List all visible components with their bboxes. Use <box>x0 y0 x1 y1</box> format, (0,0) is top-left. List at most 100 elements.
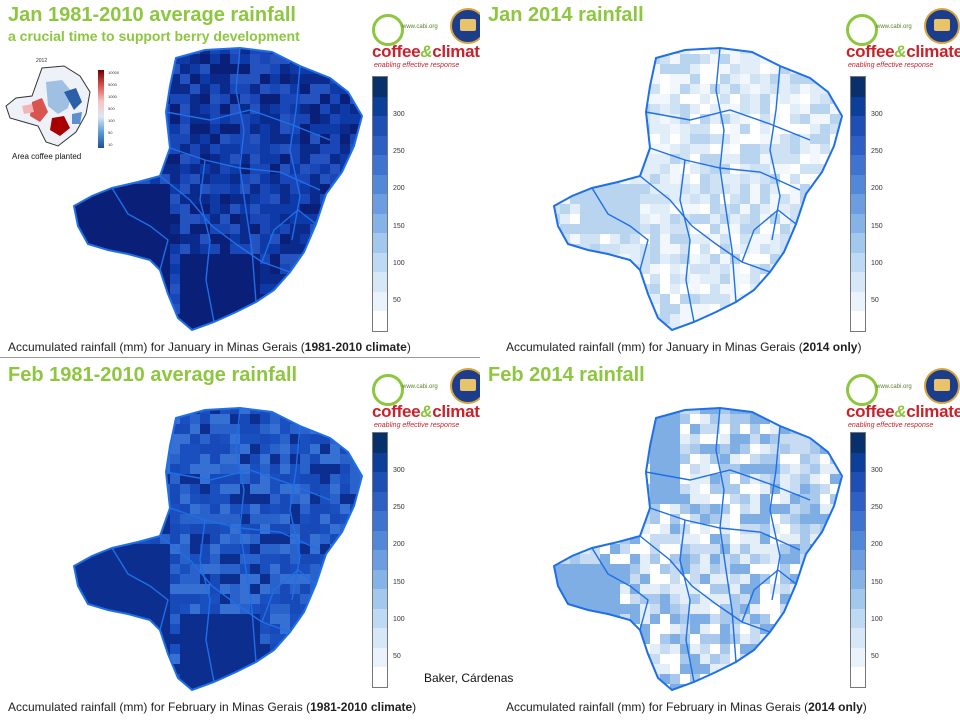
rainfall-cell <box>650 154 660 164</box>
rainfall-cell <box>320 144 330 154</box>
region-boundary <box>679 159 695 323</box>
rainfall-cell <box>210 654 220 664</box>
rainfall-cell <box>760 564 770 574</box>
rainfall-cell <box>300 184 310 194</box>
rainfall-cell <box>690 554 700 564</box>
rainfall-cell <box>310 614 320 624</box>
rainfall-cell <box>580 434 590 444</box>
legend-tick-label: 150 <box>871 579 883 586</box>
rainfall-cell <box>340 674 350 684</box>
rainfall-cell <box>740 494 750 504</box>
rainfall-cell <box>350 194 360 204</box>
rainfall-cell <box>840 284 842 294</box>
rainfall-cell <box>610 524 620 534</box>
rainfall-cell <box>820 424 830 434</box>
rainfall-cell <box>810 154 820 164</box>
rainfall-cell <box>790 534 800 544</box>
rainfall-cell <box>740 504 750 514</box>
rainfall-cell <box>580 254 590 264</box>
rainfall-cell <box>210 664 220 674</box>
rainfall-cell <box>660 674 670 684</box>
rainfall-cell <box>640 674 650 684</box>
rainfall-cell <box>650 524 660 534</box>
rainfall-cell <box>210 274 220 284</box>
rainfall-cell <box>680 604 690 614</box>
rainfall-cell <box>330 194 340 204</box>
rainfall-cell <box>640 204 650 214</box>
rainfall-cell <box>160 474 170 484</box>
rainfall-cell <box>740 444 750 454</box>
rainfall-cell <box>770 524 780 534</box>
rainfall-cell <box>190 224 200 234</box>
rainfall-cell <box>760 474 770 484</box>
rainfall-cell <box>220 534 230 544</box>
rainfall-cell <box>120 444 130 454</box>
rainfall-cell <box>360 54 362 64</box>
rainfall-cell <box>80 464 90 474</box>
rainfall-cell <box>160 274 170 284</box>
rainfall-cell <box>790 504 800 514</box>
rainfall-cell <box>600 164 610 174</box>
rainfall-cell <box>140 434 150 444</box>
rainfall-cell <box>760 574 770 584</box>
rainfall-cell <box>554 104 560 114</box>
rainfall-cell <box>610 84 620 94</box>
rainfall-cell <box>210 434 220 444</box>
rainfall-cell <box>74 184 80 194</box>
rainfall-cell <box>740 324 750 330</box>
rainfall-cell <box>140 74 150 84</box>
rainfall-cell <box>74 48 80 54</box>
rainfall-cell <box>360 514 362 524</box>
rainfall-cell <box>360 574 362 584</box>
rainfall-cell <box>620 554 630 564</box>
rainfall-cell <box>610 274 620 284</box>
rainfall-cell <box>170 524 180 534</box>
rainfall-cell <box>750 684 760 690</box>
rainfall-cell <box>660 664 670 674</box>
rainfall-cell <box>320 314 330 324</box>
rainfall-cell <box>660 604 670 614</box>
rainfall-cell <box>580 644 590 654</box>
rainfall-cell <box>820 574 830 584</box>
rainfall-cell <box>360 264 362 274</box>
rainfall-cell <box>190 244 200 254</box>
rainfall-cell <box>770 194 780 204</box>
rainfall-cell <box>180 144 190 154</box>
rainfall-cell <box>590 624 600 634</box>
rainfall-cell <box>220 94 230 104</box>
rainfall-cell <box>220 604 230 614</box>
rainfall-cell <box>110 284 120 294</box>
inset-year: 2012 <box>36 58 48 64</box>
rainfall-cell <box>790 314 800 324</box>
rainfall-cell <box>790 274 800 284</box>
rainfall-cell <box>600 234 610 244</box>
rainfall-cell <box>560 584 570 594</box>
rainfall-cell <box>74 244 80 254</box>
rainfall-cell <box>360 674 362 684</box>
rainfall-cell <box>580 144 590 154</box>
rainfall-cell <box>130 604 140 614</box>
rainfall-cell <box>780 294 790 304</box>
rainfall-cell <box>700 194 710 204</box>
rainfall-cell <box>110 314 120 324</box>
rainfall-cell <box>580 104 590 114</box>
rainfall-cell <box>670 144 680 154</box>
rainfall-cell <box>690 464 700 474</box>
rainfall-cell <box>640 314 650 324</box>
rainfall-cell <box>210 424 220 434</box>
rainfall-cell <box>110 324 120 330</box>
rainfall-cell <box>620 408 630 414</box>
rainfall-cell <box>830 254 840 264</box>
rainfall-cell <box>340 424 350 434</box>
rainfall-cell <box>610 624 620 634</box>
rainfall-cell <box>600 264 610 274</box>
rainfall-cell <box>120 684 130 690</box>
rainfall-cell <box>200 184 210 194</box>
rainfall-cell <box>610 264 620 274</box>
rainfall-cell <box>840 504 842 514</box>
rainfall-cell <box>150 94 160 104</box>
rainfall-cell <box>800 424 810 434</box>
rainfall-cell <box>580 194 590 204</box>
rainfall-cell <box>570 224 580 234</box>
rainfall-cell <box>150 514 160 524</box>
